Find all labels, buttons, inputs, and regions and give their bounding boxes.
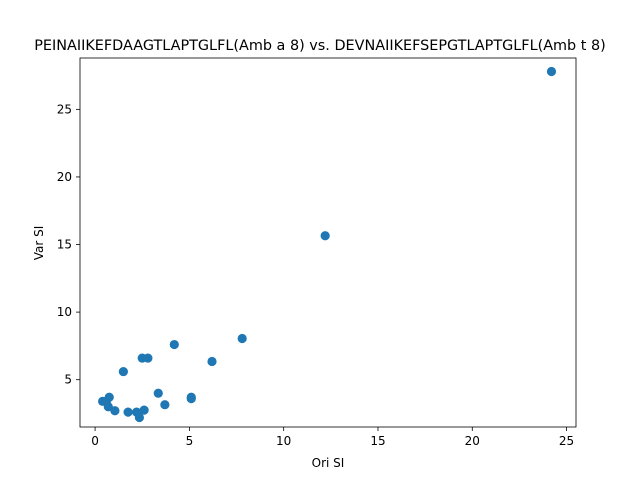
chart-title: PEINAIIKEFDAAGTLAPTGLFL(Amb a 8) vs. DEV… [34, 38, 606, 54]
y-axis-ticks: 5 10 15 20 25 [57, 102, 80, 387]
y-axis-label: Var SI [32, 226, 46, 261]
data-point [186, 394, 196, 404]
data-point [546, 66, 557, 77]
x-axis-label: Ori SI [312, 456, 345, 470]
x-tick-label: 0 [91, 434, 99, 448]
data-point [139, 405, 149, 415]
data-point [134, 412, 145, 423]
data-points [98, 66, 557, 423]
x-axis-ticks: 0 5 10 15 20 25 [91, 427, 574, 448]
y-tick-label: 10 [57, 305, 72, 319]
data-point [207, 356, 217, 367]
data-point [123, 407, 133, 417]
data-point [169, 339, 179, 350]
x-tick-label: 5 [186, 434, 194, 448]
data-point [104, 392, 114, 402]
y-tick-label: 5 [64, 373, 72, 387]
data-point [237, 333, 247, 344]
y-tick-label: 25 [57, 102, 72, 116]
plot-frame [79, 57, 577, 428]
x-tick-label: 10 [276, 434, 291, 448]
data-point [160, 400, 170, 410]
data-point [320, 231, 330, 241]
x-tick-label: 20 [465, 434, 480, 448]
data-point [118, 366, 128, 377]
data-point [153, 388, 163, 398]
data-point [143, 353, 153, 363]
x-tick-label: 25 [559, 434, 574, 448]
x-tick-label: 15 [370, 434, 385, 448]
y-tick-label: 20 [57, 170, 72, 184]
data-point [103, 402, 113, 412]
plot-area [79, 57, 577, 428]
data-point [110, 406, 120, 416]
y-tick-label: 15 [57, 238, 72, 252]
